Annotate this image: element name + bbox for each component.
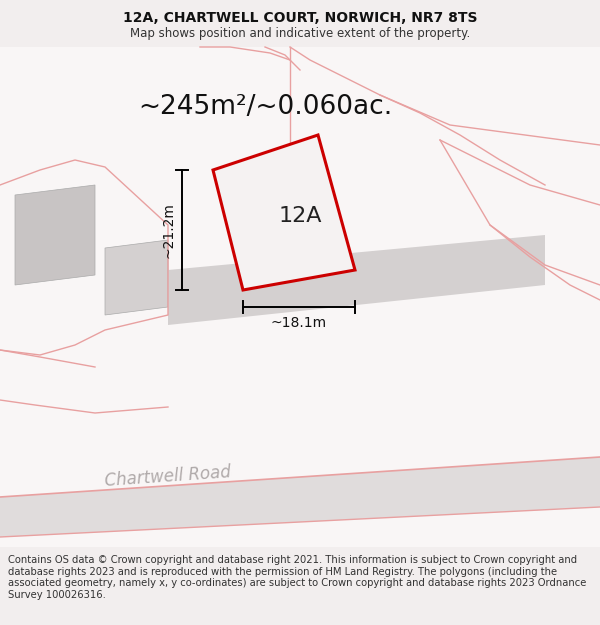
Text: Contains OS data © Crown copyright and database right 2021. This information is : Contains OS data © Crown copyright and d…	[8, 555, 586, 600]
Text: ~21.2m: ~21.2m	[162, 202, 176, 258]
Text: 12A, CHARTWELL COURT, NORWICH, NR7 8TS: 12A, CHARTWELL COURT, NORWICH, NR7 8TS	[123, 11, 477, 25]
Text: Map shows position and indicative extent of the property.: Map shows position and indicative extent…	[130, 28, 470, 41]
Text: ~245m²/~0.060ac.: ~245m²/~0.060ac.	[138, 94, 392, 120]
Polygon shape	[0, 47, 600, 547]
Text: 12A: 12A	[278, 206, 322, 226]
Polygon shape	[0, 457, 600, 537]
Polygon shape	[105, 240, 168, 315]
Polygon shape	[0, 547, 600, 625]
Text: Chartwell Road: Chartwell Road	[104, 464, 232, 491]
Text: ~18.1m: ~18.1m	[271, 316, 327, 330]
Polygon shape	[213, 135, 355, 290]
Polygon shape	[15, 185, 95, 285]
Polygon shape	[168, 235, 545, 325]
